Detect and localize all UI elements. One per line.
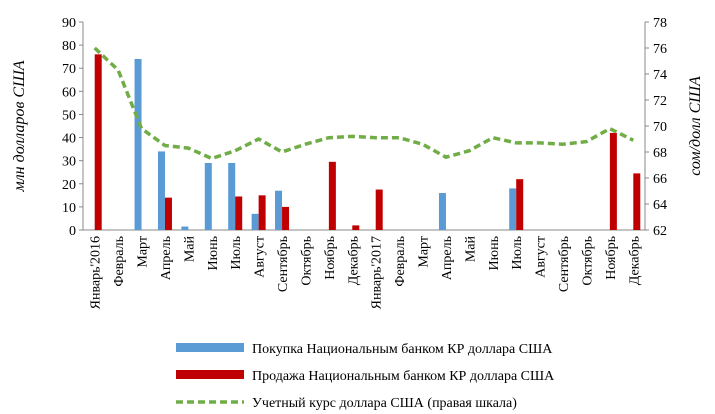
bar <box>258 195 266 230</box>
x-tick-label: Сентябрь <box>276 236 291 292</box>
x-tick-label: Январь'2016 <box>89 236 104 309</box>
legend-swatch <box>176 370 244 379</box>
legend-label: Учетный курс доллара США (правая шкала) <box>252 396 517 411</box>
y-tick-label: 80 <box>62 39 76 54</box>
legend-label: Покупка Национальным банком КР доллара С… <box>252 342 553 357</box>
bar <box>94 54 102 230</box>
bar <box>633 173 641 230</box>
y2-tick-label: 76 <box>653 42 667 57</box>
bar <box>275 190 283 230</box>
x-tick-label: Февраль <box>112 236 127 287</box>
x-tick-label: Декабрь <box>627 236 642 285</box>
y-tick-label: 50 <box>62 108 76 123</box>
bar <box>282 206 290 230</box>
legend-label: Продажа Национальным банком КР доллара С… <box>252 369 555 384</box>
y2-tick-label: 74 <box>653 68 667 83</box>
x-tick-label: Май <box>182 235 197 262</box>
line <box>93 46 635 161</box>
bar <box>438 193 446 230</box>
x-tick-label: Январь'2017 <box>370 236 385 309</box>
bar <box>228 162 236 230</box>
x-tick-label: Июль <box>229 236 244 270</box>
y-tick-label: 40 <box>62 132 76 147</box>
y2-tick-label: 72 <box>653 94 667 109</box>
x-tick-label: Март <box>136 236 151 268</box>
x-tick-label: Июнь <box>487 236 502 270</box>
bar <box>352 225 360 230</box>
bar <box>251 213 259 230</box>
x-tick-label: Апрель <box>159 236 174 280</box>
bar <box>375 189 383 230</box>
y-axis-title: млн долларов США <box>11 60 28 192</box>
x-tick-label: Октябрь <box>580 236 595 286</box>
x-tick-label: Апрель <box>440 236 455 280</box>
x-tick-label: Июнь <box>206 236 221 270</box>
y-tick-label: 30 <box>62 155 76 170</box>
bar <box>164 197 172 230</box>
y-tick-label: 10 <box>62 201 76 216</box>
bar <box>328 161 336 230</box>
y-tick-label: 20 <box>62 178 76 193</box>
x-tick-label: Сентябрь <box>557 236 572 292</box>
legend-swatch <box>176 343 244 352</box>
bar <box>204 162 212 230</box>
bar <box>516 179 524 230</box>
bar <box>134 58 142 230</box>
y-tick-label: 70 <box>62 62 76 77</box>
x-tick-label: Июль <box>510 236 525 270</box>
x-tick-label: Август <box>253 236 268 278</box>
x-tick-label: Март <box>417 236 432 268</box>
x-tick-label: Октябрь <box>299 236 314 286</box>
x-tick-label: Декабрь <box>346 236 361 285</box>
y2-tick-label: 68 <box>653 146 667 161</box>
y2-tick-label: 64 <box>653 198 667 213</box>
bar <box>181 226 189 230</box>
y2-axis-title: сом/долл США <box>687 76 704 176</box>
x-tick-label: Август <box>534 236 549 278</box>
y-tick-label: 60 <box>62 85 76 100</box>
x-tick-label: Февраль <box>393 236 408 287</box>
bar <box>235 196 243 230</box>
x-tick-label: Ноябрь <box>323 236 338 280</box>
bar <box>157 151 165 230</box>
y2-tick-label: 66 <box>653 172 667 187</box>
y2-tick-label: 62 <box>653 224 667 239</box>
y2-tick-label: 70 <box>653 120 667 135</box>
x-tick-label: Ноябрь <box>604 236 619 280</box>
x-tick-label: Май <box>463 235 478 262</box>
y-tick-label: 90 <box>62 16 76 31</box>
y-tick-label: 0 <box>69 224 76 239</box>
bar <box>609 132 617 230</box>
bar <box>509 188 517 230</box>
y2-tick-label: 78 <box>653 16 667 31</box>
